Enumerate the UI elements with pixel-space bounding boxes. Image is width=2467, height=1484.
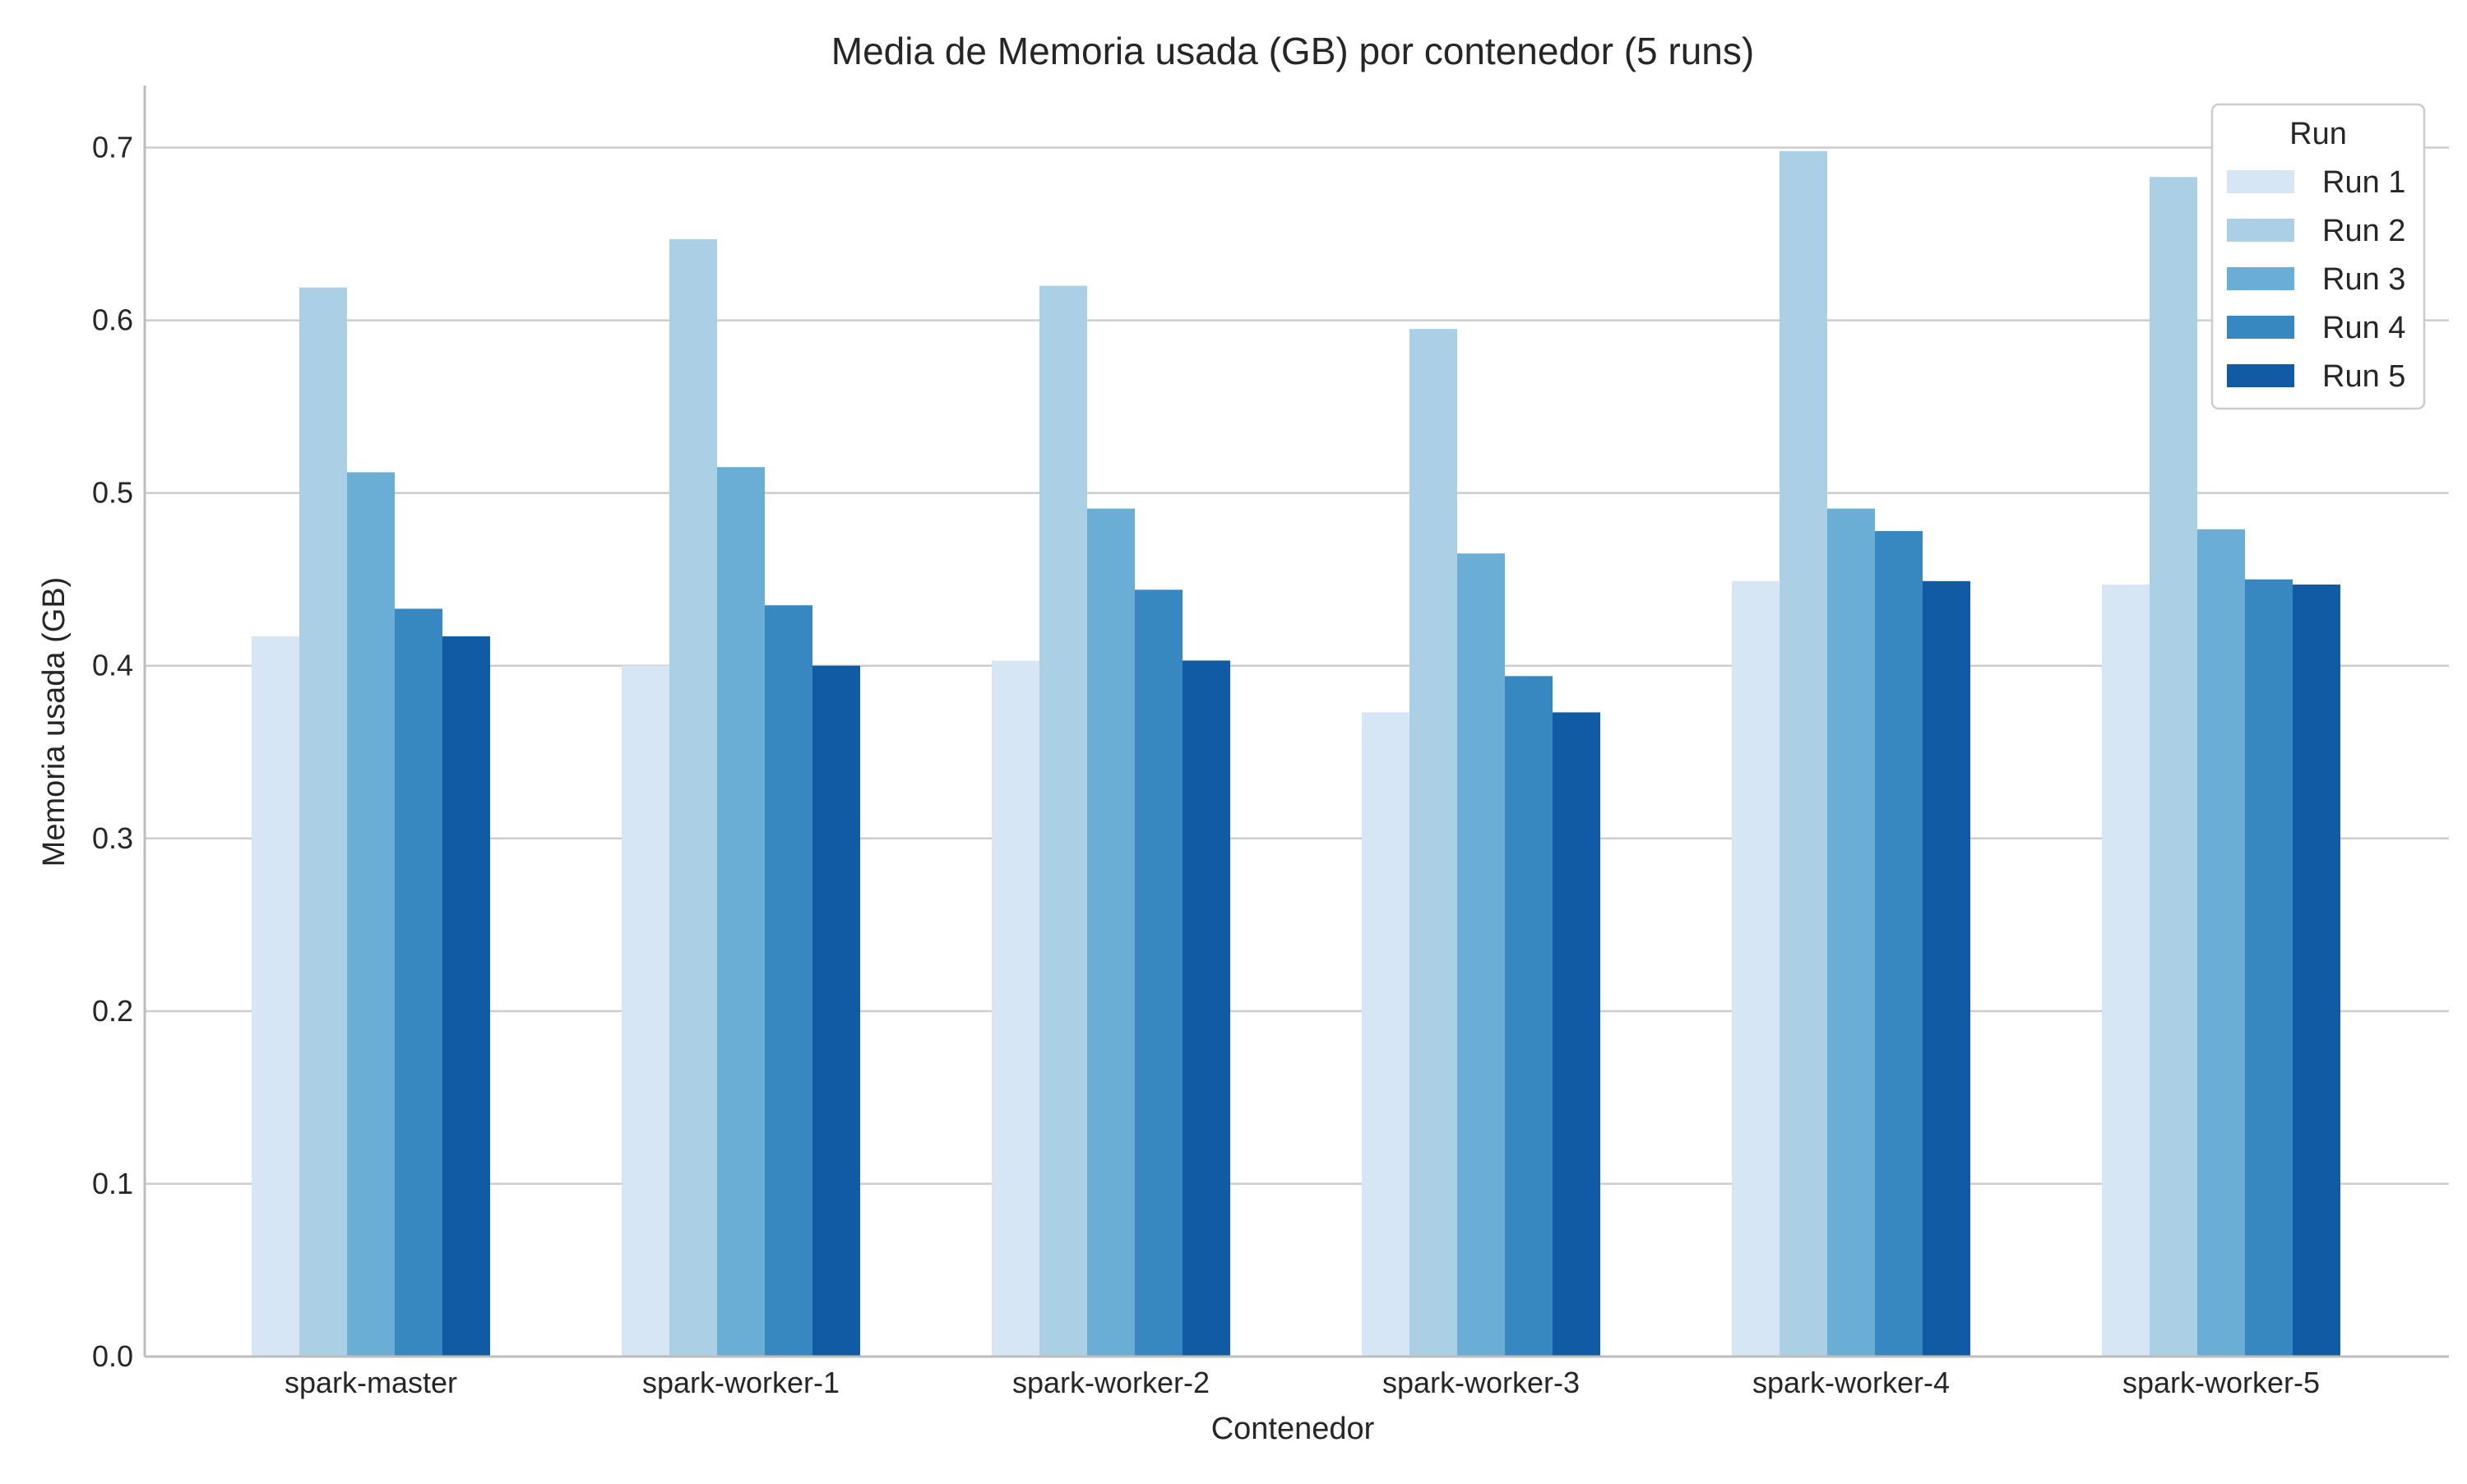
x-tick-label: spark-worker-2 — [1012, 1366, 1210, 1399]
bar-spark-master-run-5 — [442, 636, 490, 1357]
bar-spark-master-run-1 — [252, 636, 299, 1357]
y-tick-label: 0.7 — [92, 131, 133, 164]
bar-spark-worker-2-run-1 — [992, 660, 1039, 1357]
legend-swatch-run-4 — [2227, 316, 2294, 339]
bar-spark-worker-2-run-5 — [1183, 660, 1230, 1357]
bar-spark-worker-2-run-2 — [1039, 285, 1087, 1357]
bar-spark-worker-1-run-5 — [812, 665, 860, 1357]
x-tick-labels: spark-master spark-worker-1 spark-worker-2… — [285, 1366, 2320, 1399]
legend-title: Run — [2289, 117, 2347, 151]
bar-spark-worker-3-run-3 — [1457, 553, 1505, 1357]
legend-label-run-3: Run 3 — [2322, 262, 2405, 297]
bar-spark-worker-3-run-1 — [1362, 712, 1409, 1357]
y-tick-label: 0.0 — [92, 1339, 133, 1373]
legend-label-run-2: Run 2 — [2322, 214, 2405, 248]
bar-spark-worker-4-run-1 — [1732, 580, 1780, 1357]
legend-swatch-run-3 — [2227, 267, 2294, 290]
legend-label-run-4: Run 4 — [2322, 311, 2405, 345]
bar-spark-worker-5-run-2 — [2150, 177, 2197, 1357]
x-tick-label: spark-master — [285, 1366, 457, 1399]
legend-swatch-run-5 — [2227, 364, 2294, 387]
legend-items: Run 1 Run 2 Run 3 Run 4 Run 5 — [2227, 165, 2405, 394]
chart-title: Media de Memoria usada (GB) por contened… — [831, 30, 1754, 72]
bar-spark-worker-3-run-2 — [1409, 329, 1457, 1357]
bar-spark-worker-4-run-2 — [1780, 150, 1827, 1357]
bar-spark-worker-2-run-4 — [1135, 589, 1183, 1357]
y-tick-label: 0.5 — [92, 476, 133, 510]
y-tick-labels: 0.0 0.1 0.2 0.3 0.4 0.5 0.6 0.7 — [92, 131, 133, 1373]
bar-spark-worker-1-run-1 — [622, 665, 669, 1357]
legend-label-run-5: Run 5 — [2322, 359, 2405, 394]
y-tick-label: 0.4 — [92, 649, 133, 682]
bar-spark-master-run-4 — [395, 608, 442, 1357]
y-tick-label: 0.6 — [92, 303, 133, 337]
y-tick-label: 0.3 — [92, 821, 133, 855]
legend-swatch-run-1 — [2227, 170, 2294, 193]
y-tick-label: 0.2 — [92, 994, 133, 1028]
y-axis-label: Memoria usada (GB) — [37, 577, 72, 867]
x-tick-label: spark-worker-3 — [1382, 1366, 1580, 1399]
bar-spark-master-run-3 — [347, 472, 395, 1357]
bar-spark-worker-1-run-3 — [717, 467, 765, 1357]
x-tick-label: spark-worker-5 — [2122, 1366, 2320, 1399]
gridlines — [145, 146, 2449, 1186]
x-tick-label: spark-worker-4 — [1752, 1366, 1950, 1399]
bar-spark-worker-1-run-4 — [765, 605, 812, 1357]
bar-spark-worker-4-run-4 — [1875, 530, 1923, 1357]
legend-label-run-1: Run 1 — [2322, 165, 2405, 200]
y-tick-label: 0.1 — [92, 1167, 133, 1200]
bar-spark-worker-3-run-4 — [1505, 676, 1553, 1357]
bar-spark-worker-5-run-5 — [2293, 584, 2340, 1357]
axes — [143, 86, 2449, 1358]
bar-spark-worker-4-run-3 — [1827, 508, 1875, 1357]
bar-spark-worker-4-run-5 — [1923, 580, 1970, 1357]
bar-spark-worker-1-run-2 — [669, 238, 717, 1357]
bar-spark-worker-2-run-3 — [1087, 508, 1135, 1357]
x-tick-label: spark-worker-1 — [642, 1366, 840, 1399]
x-axis-label: Contenedor — [1211, 1412, 1375, 1446]
legend-swatch-run-2 — [2227, 219, 2294, 242]
bar-spark-master-run-2 — [299, 287, 347, 1357]
bar-spark-worker-5-run-4 — [2245, 579, 2293, 1357]
bar-spark-worker-5-run-3 — [2197, 529, 2245, 1357]
bar-spark-worker-3-run-5 — [1553, 712, 1600, 1357]
legend: Run Run 1 Run 2 Run 3 Run 4 Run 5 — [2210, 103, 2426, 410]
bars — [252, 150, 2340, 1357]
bar-spark-worker-5-run-1 — [2102, 584, 2150, 1357]
